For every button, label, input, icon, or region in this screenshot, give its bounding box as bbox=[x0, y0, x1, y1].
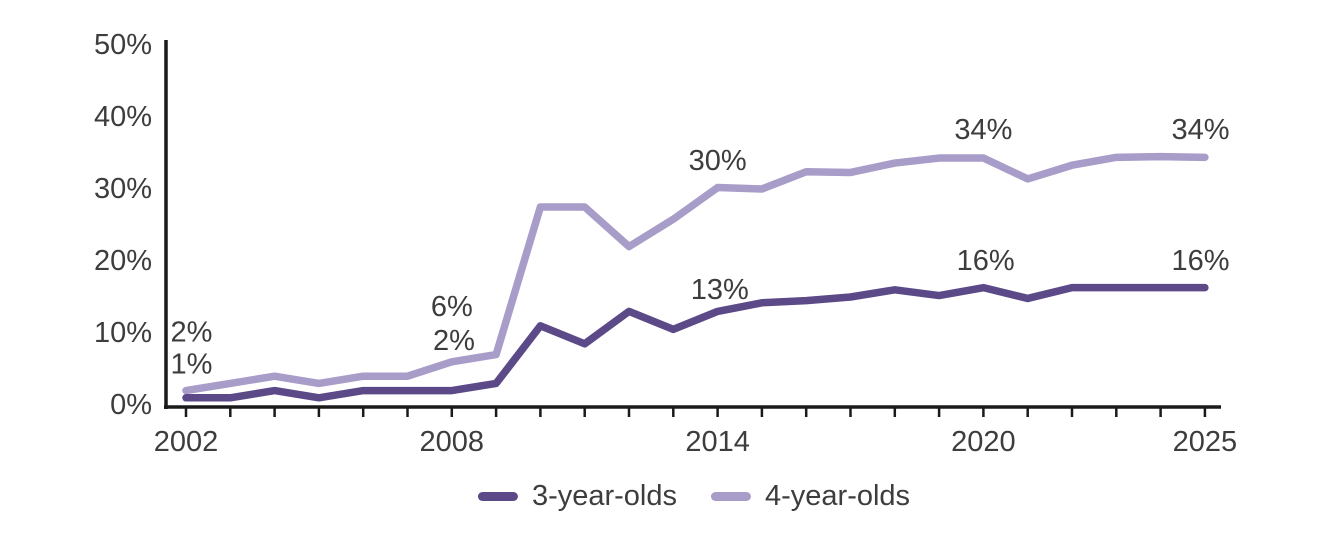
y-axis-labels: 0% 10% 20% 30% 40% 50% bbox=[94, 29, 152, 421]
data-annotations: 2%1%6%2%30%13%34%16%34%16% bbox=[170, 114, 1229, 381]
x-axis-ticks bbox=[184, 407, 1207, 417]
y-axis-label-0: 0% bbox=[110, 389, 152, 421]
y-axis-label-30: 30% bbox=[94, 173, 152, 205]
annotation-3: 2% bbox=[433, 325, 475, 357]
legend-swatch-4-year-olds bbox=[711, 492, 751, 501]
y-axis-label-20: 20% bbox=[94, 245, 152, 277]
legend-item-3-year-olds: 3-year-olds bbox=[477, 480, 677, 513]
x-axis-label-2014: 2014 bbox=[685, 426, 750, 458]
x-axis-label-2002: 2002 bbox=[154, 426, 219, 458]
legend-item-4-year-olds: 4-year-olds bbox=[711, 480, 910, 513]
y-axis-label-40: 40% bbox=[94, 101, 152, 133]
legend-swatch-3-year-olds bbox=[477, 492, 518, 501]
annotation-0: 2% bbox=[170, 316, 212, 348]
annotation-8: 34% bbox=[1171, 114, 1229, 146]
y-axis-label-50: 50% bbox=[94, 29, 152, 61]
x-axis-labels: 2002 2008 2014 2020 2025 bbox=[154, 426, 1237, 458]
line-3-year-olds bbox=[182, 283, 1209, 402]
annotation-9: 16% bbox=[1171, 245, 1229, 277]
legend-label-4-year-olds: 4-year-olds bbox=[765, 480, 911, 512]
annotation-2: 6% bbox=[431, 291, 473, 323]
axes bbox=[164, 40, 1221, 409]
x-axis-label-2025: 2025 bbox=[1173, 426, 1238, 458]
y-axis-label-10: 10% bbox=[94, 317, 152, 349]
series-lines bbox=[182, 152, 1209, 402]
legend-label-3-year-olds: 3-year-olds bbox=[531, 480, 677, 512]
annotation-5: 13% bbox=[691, 274, 749, 306]
line-4-year-olds bbox=[182, 152, 1209, 395]
x-axis-label-2020: 2020 bbox=[951, 426, 1016, 458]
annotation-6: 34% bbox=[954, 114, 1012, 146]
annotation-4: 30% bbox=[689, 145, 747, 177]
annotation-7: 16% bbox=[957, 245, 1015, 277]
x-axis-label-2008: 2008 bbox=[420, 426, 485, 458]
annotation-1: 1% bbox=[170, 349, 212, 381]
legend: 3-year-olds 4-year-olds bbox=[477, 480, 910, 513]
